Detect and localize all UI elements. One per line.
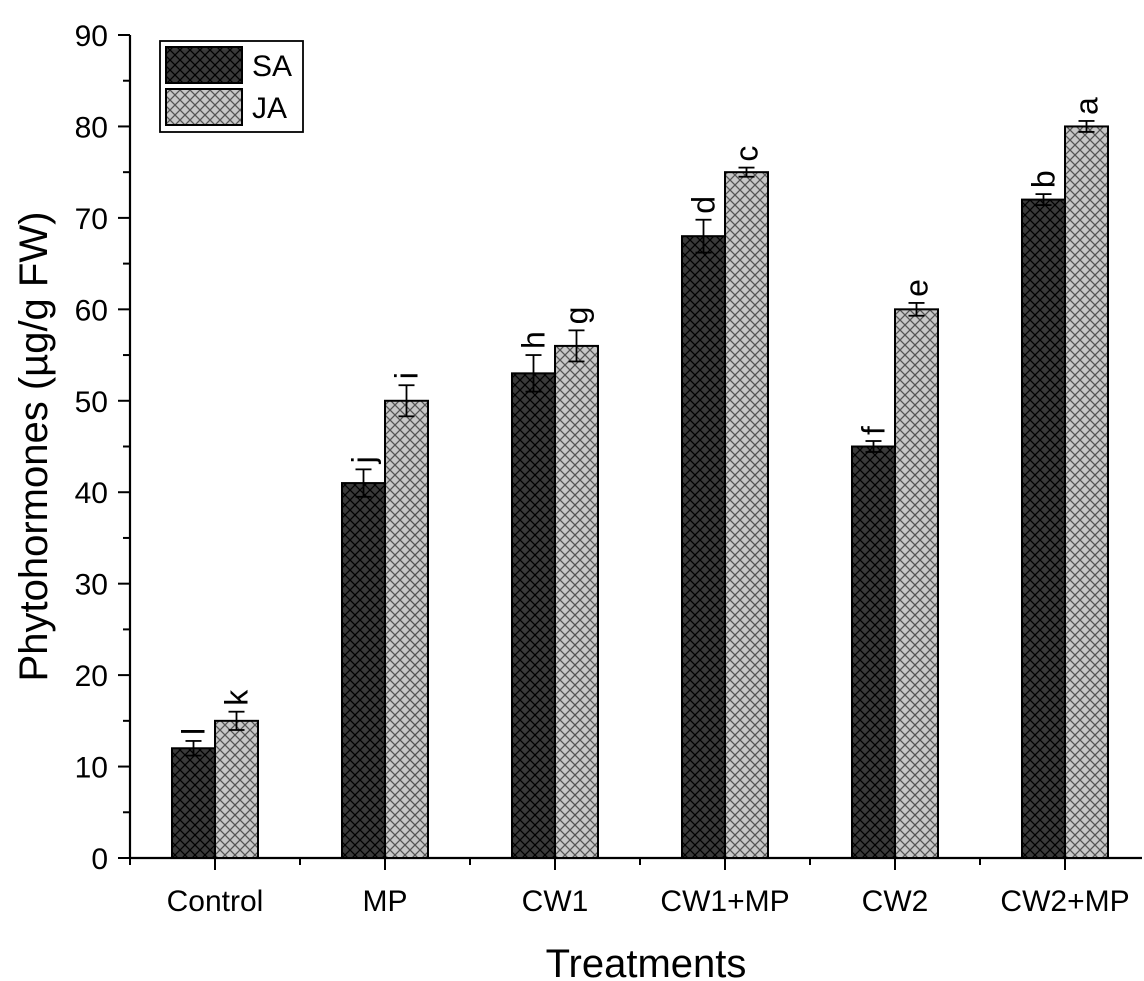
significance-letter: f xyxy=(856,426,892,435)
y-tick-label: 60 xyxy=(75,294,108,327)
x-tick-label: MP xyxy=(363,885,408,918)
x-tick-label: CW1 xyxy=(522,885,589,918)
legend-label-sa: SA xyxy=(252,50,292,83)
y-tick-label: 20 xyxy=(75,660,108,693)
significance-letter: e xyxy=(899,279,935,297)
significance-letter: i xyxy=(389,372,425,379)
significance-letter: k xyxy=(219,689,255,706)
bar-sa-mp xyxy=(341,482,386,859)
bar-ja-control xyxy=(214,719,259,859)
x-tick-label: CW2 xyxy=(862,885,929,918)
significance-letter: d xyxy=(686,196,722,214)
plot-area: 0 10 20 30 40 50 60 70 80 90 l k Control j i MP hg CW1 d c C… xyxy=(12,20,1142,981)
bar-ja-cw2 xyxy=(894,308,939,860)
x-axis-title: Treatments xyxy=(546,942,747,981)
bar-sa-cw2 xyxy=(851,445,896,859)
legend-swatch-sa xyxy=(165,46,243,84)
legend: SA JA xyxy=(159,40,304,133)
significance-letter: b xyxy=(1026,170,1062,188)
significance-letter: j xyxy=(346,456,382,464)
x-tick-label: CW2+MP xyxy=(1000,885,1129,918)
y-tick-label: 90 xyxy=(75,20,108,53)
bar-ja-mp xyxy=(384,399,429,859)
legend-label-ja: JA xyxy=(252,92,287,125)
significance-letter: a xyxy=(1069,97,1105,115)
bar-sa-control xyxy=(171,747,216,859)
y-tick-label: 50 xyxy=(75,386,108,419)
x-tick-label: CW1+MP xyxy=(660,885,789,918)
bar-sa-cw2+mp xyxy=(1021,198,1066,860)
significance-letter: c xyxy=(729,146,765,162)
y-tick-label: 0 xyxy=(91,843,108,876)
y-tick-label: 40 xyxy=(75,477,108,510)
bar-ja-cw1 xyxy=(554,344,599,859)
bar-ja-cw2+mp xyxy=(1064,125,1109,859)
significance-letter: g xyxy=(559,307,595,325)
y-tick-label: 80 xyxy=(75,111,108,144)
bar-sa-cw1+mp xyxy=(681,235,726,859)
significance-letter: l xyxy=(176,728,212,735)
y-tick-label: 70 xyxy=(75,203,108,236)
legend-swatch-ja xyxy=(165,88,243,126)
bar-sa-cw1 xyxy=(511,372,556,859)
x-tick-label: Control xyxy=(167,885,264,918)
significance-letter: h xyxy=(516,331,552,349)
y-tick-label: 30 xyxy=(75,569,108,602)
y-axis-title: Phytohormones (µg/g FW) xyxy=(12,212,56,682)
bar-ja-cw1+mp xyxy=(724,171,769,859)
y-tick-label: 10 xyxy=(75,752,108,785)
